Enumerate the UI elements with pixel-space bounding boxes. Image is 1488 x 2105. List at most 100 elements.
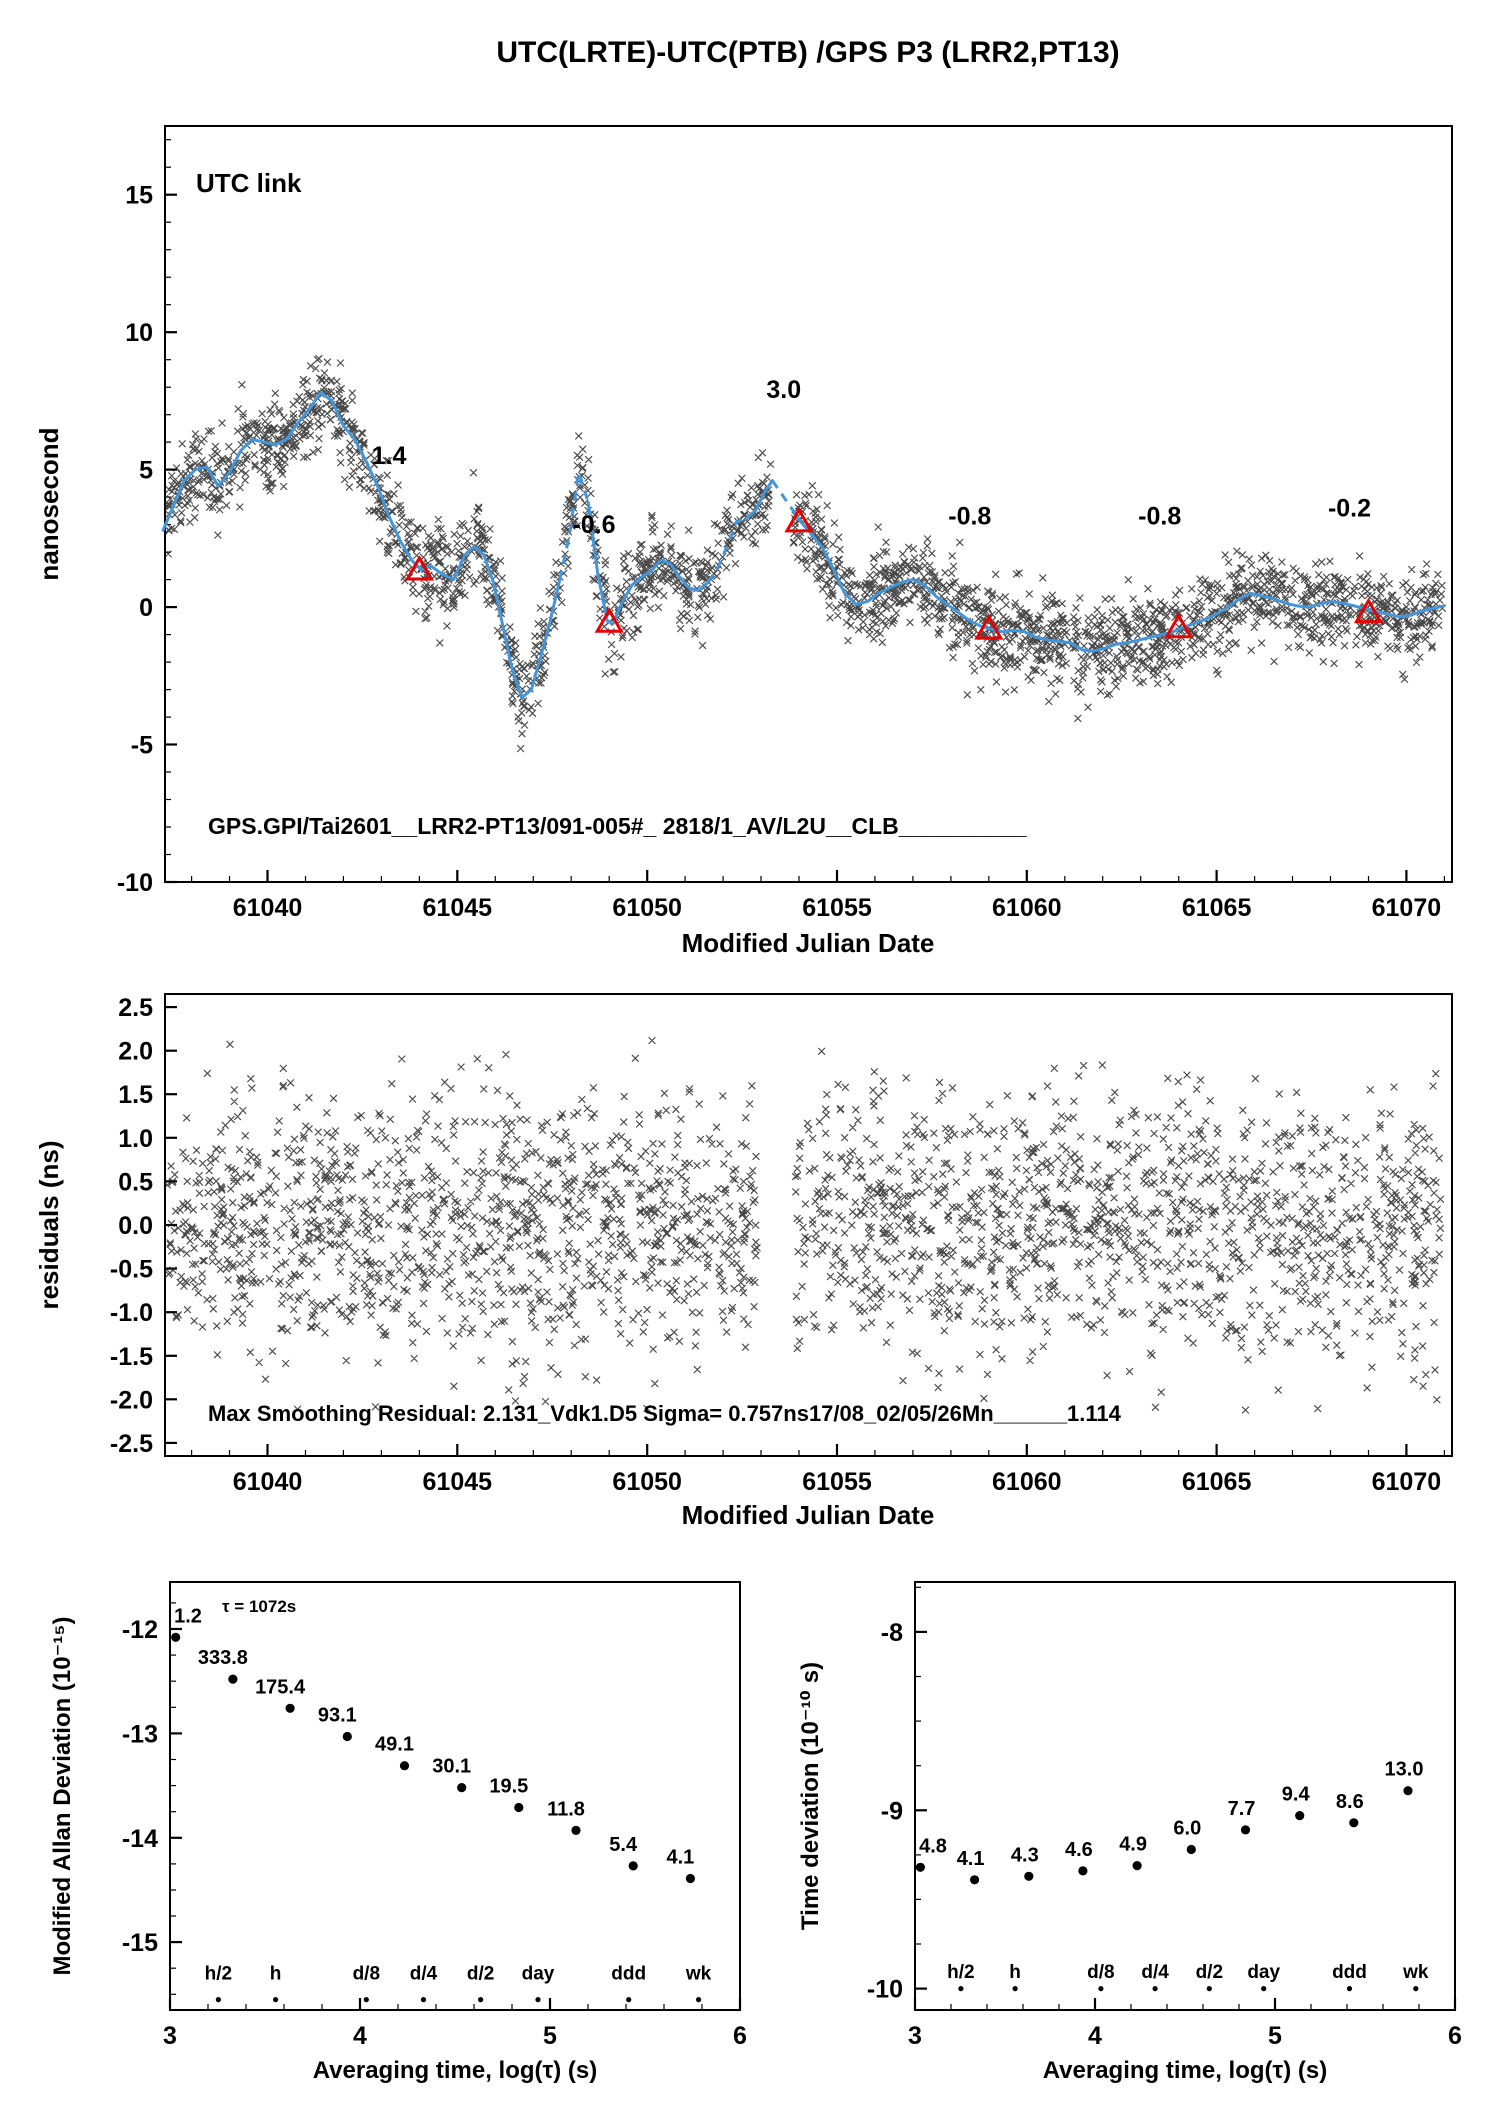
dev-point — [685, 1873, 696, 1884]
tau-marker-label: d/2 — [467, 1964, 494, 1985]
y-tick-label: 0.5 — [118, 1168, 153, 1196]
dev-point — [1240, 1825, 1251, 1835]
calibration-triangle — [594, 607, 624, 633]
x-tick-label: 61070 — [1372, 894, 1442, 922]
dev-point-value-label: 175.4 — [255, 1676, 306, 1698]
panel-tdev: 3 4 5 6 -8 -9 -10 4.8 4.1 4.3 4.6 4.9 6.0 7.7 9.4 8.6 13… — [867, 1581, 1462, 2050]
dev-point — [1132, 1861, 1142, 1871]
tdev-ylabel: Time deviation (10⁻¹⁰ s) — [797, 1662, 824, 1930]
x-tick-label: 61065 — [1182, 894, 1252, 922]
dev-point-value-label: 4.9 — [1119, 1834, 1147, 1856]
y-tick-label: -12 — [122, 1616, 158, 1644]
x-tick-label: 61040 — [233, 1468, 303, 1496]
tau-marker-label: ddd — [611, 1964, 646, 1985]
tau-marker-label: ddd — [1332, 1962, 1367, 1983]
residuals-annotation: Max Smoothing Residual: 2.131_Vdk1.D5 Si… — [208, 1401, 1122, 1426]
dev-point — [1186, 1844, 1196, 1855]
dev-point — [915, 1862, 926, 1872]
tau-marker-label: day — [1247, 1962, 1280, 1983]
x-tick-label: 61065 — [1182, 1468, 1252, 1496]
y-tick-label: -5 — [131, 732, 153, 760]
dev-point-value-label: 4.3 — [1011, 1844, 1039, 1866]
triangle-value-label: 1.4 — [372, 442, 407, 470]
dev-point-value-label: 4.1 — [957, 1848, 985, 1870]
dev-point — [628, 1861, 638, 1871]
x-tick-label: 61045 — [423, 1468, 493, 1496]
dev-point-value-label: 1.2 — [174, 1605, 202, 1627]
x-tick-label: 3 — [163, 2022, 177, 2050]
dev-point-value-label: 4.1 — [666, 1847, 694, 1869]
calibration-triangle — [974, 614, 1004, 640]
x-tick-label: 6 — [1448, 2022, 1462, 2050]
utc-link-label: UTC link — [196, 168, 302, 198]
dev-point — [228, 1674, 238, 1684]
y-tick-label: -2.5 — [110, 1430, 153, 1458]
dev-point — [514, 1802, 524, 1813]
y-tick-label: -9 — [881, 1797, 903, 1825]
tau-marker-label: d/4 — [1141, 1962, 1169, 1983]
residuals-xlabel: Modified Julian Date — [682, 1500, 935, 1530]
calibration-triangle — [1164, 612, 1194, 639]
tau-marker-dot — [1413, 1986, 1419, 1992]
x-tick-label: 6 — [733, 2022, 747, 2050]
triangle-value-label: -0.8 — [948, 503, 991, 531]
triangle-value-label: 3.0 — [766, 376, 801, 404]
plot-frame — [914, 1581, 1456, 2011]
triangle-value-label: -0.2 — [1328, 494, 1371, 522]
dev-point — [342, 1731, 352, 1742]
x-tick-label: 61045 — [423, 894, 493, 922]
tau-marker-dot — [696, 1997, 702, 2003]
tau-marker-dot — [1206, 1986, 1212, 1992]
y-tick-label: -8 — [881, 1619, 903, 1647]
tau-marker-dot — [626, 1997, 632, 2003]
utc-xlabel: Modified Julian Date — [682, 928, 935, 958]
x-tick-label: 61060 — [992, 1468, 1062, 1496]
mdev-ylabel: Modified Allan Deviation (10⁻¹⁵) — [49, 1616, 76, 1975]
dev-point-value-label: 333.8 — [198, 1647, 248, 1669]
tau-marker-label: wk — [1402, 1962, 1429, 1983]
x-tick-label: 4 — [1088, 2022, 1102, 2050]
y-tick-label: -1.0 — [110, 1299, 153, 1327]
dev-point — [1078, 1866, 1088, 1876]
dev-point-value-label: 8.6 — [1336, 1791, 1364, 1813]
dev-point — [1024, 1871, 1034, 1881]
y-tick-label: -15 — [122, 1929, 158, 1957]
y-tick-label: 2.0 — [118, 1038, 153, 1066]
y-tick-label: 0.0 — [118, 1212, 153, 1240]
smooth-line-dashed — [558, 470, 793, 584]
dev-point — [285, 1703, 295, 1713]
figure-title: UTC(LRTE)-UTC(PTB) /GPS P3 (LRR2,PT13) — [496, 36, 1119, 69]
utc-annotation: GPS.GPI/Tai2601__LRR2-PT13/091-005#_ 281… — [208, 813, 1027, 839]
mdev-xlabel: Averaging time, log(τ) (s) — [313, 2057, 598, 2084]
tau-marker-dot — [1346, 1986, 1353, 1992]
dev-point — [1403, 1786, 1413, 1796]
dev-point — [970, 1875, 980, 1885]
dev-point-value-label: 11.8 — [547, 1798, 585, 1820]
y-tick-label: -14 — [122, 1825, 158, 1853]
tau-marker-label: d/4 — [410, 1964, 438, 1985]
panel-residuals: 61040 61045 61050 61055 61060 61065 61070 2.5 2.… — [110, 993, 1453, 1496]
triangle-value-label: -0.6 — [572, 511, 615, 539]
dev-point-value-label: 4.6 — [1065, 1839, 1093, 1861]
tau-marker-dot — [1261, 1986, 1267, 1992]
tau-marker-dot — [1012, 1986, 1018, 1992]
x-tick-label: 61055 — [802, 894, 872, 922]
dev-point-value-label: 4.8 — [919, 1835, 947, 1857]
dev-point-value-label: 7.7 — [1228, 1798, 1256, 1820]
x-tick-label: 61060 — [992, 894, 1062, 922]
plot-frame — [169, 1581, 741, 2011]
tau-marker-label: h — [1009, 1962, 1021, 1983]
tau-marker-dot — [215, 1997, 221, 2003]
residuals-ylabel: residuals (ns) — [34, 1140, 64, 1309]
x-tick-label: 61055 — [802, 1468, 872, 1496]
tau-marker-dot — [420, 1997, 427, 2003]
tau-marker-dot — [478, 1997, 484, 2003]
tau-marker-label: d/8 — [1087, 1962, 1114, 1983]
calibration-triangle — [784, 506, 814, 533]
tau-marker-label: wk — [685, 1964, 712, 1985]
y-tick-label: -2.0 — [110, 1386, 153, 1414]
dev-point-value-label: 6.0 — [1173, 1818, 1201, 1840]
tau-marker-label: h — [270, 1964, 282, 1985]
